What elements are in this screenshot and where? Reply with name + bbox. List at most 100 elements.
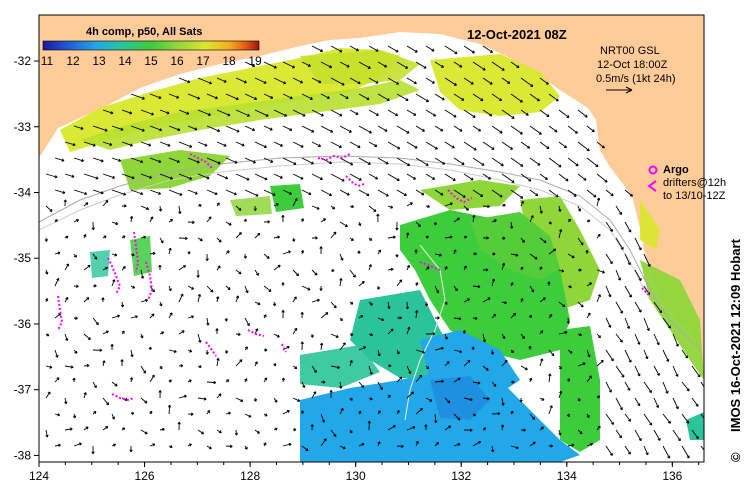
current-arrow (624, 349, 632, 363)
current-arrow (45, 365, 53, 369)
current-arrow-head (619, 435, 622, 439)
current-arrow (643, 381, 652, 393)
current-arrow (54, 278, 60, 287)
current-arrow-head (558, 229, 563, 232)
current-arrow-head (569, 350, 573, 354)
current-arrow-head (130, 354, 134, 358)
land-mass (39, 15, 704, 380)
current-arrow-head (637, 341, 641, 345)
current-arrow-head (302, 385, 306, 388)
current-arrow (292, 269, 299, 277)
current-arrow (187, 93, 200, 100)
current-arrow-head (590, 442, 594, 446)
current-arrow-head (179, 192, 183, 196)
current-arrow-head (286, 345, 290, 349)
current-arrow (510, 61, 520, 68)
current-arrow (206, 189, 218, 195)
current-arrow (453, 189, 466, 198)
current-arrow-head (169, 445, 173, 449)
current-arrow (254, 77, 267, 84)
current-arrow-head (390, 267, 394, 272)
current-arrow (453, 217, 460, 223)
current-arrow-head (441, 379, 444, 383)
current-arrow-head (86, 297, 90, 301)
current-arrow (653, 429, 661, 441)
current-arrow (197, 333, 201, 343)
current-arrow-head (704, 420, 706, 422)
current-arrow-head (339, 49, 343, 53)
current-arrow-head (235, 97, 239, 101)
current-arrow (292, 397, 300, 402)
current-arrow-head (504, 300, 507, 305)
current-arrow-head (453, 249, 457, 253)
current-arrow-head (236, 129, 240, 133)
current-arrow (273, 77, 286, 85)
current-arrow-head (387, 306, 391, 309)
drifter-track (345, 175, 365, 188)
current-arrow-head (536, 98, 540, 102)
current-arrow (187, 157, 200, 163)
current-arrow (349, 269, 356, 278)
current-arrow-head (110, 111, 114, 115)
current-arrow (339, 189, 350, 196)
current-arrow (444, 141, 455, 149)
current-arrow (206, 93, 218, 99)
current-arrow (520, 141, 530, 149)
current-arrow-head (457, 442, 461, 447)
current-arrow (330, 429, 337, 437)
current-arrow (254, 269, 259, 276)
current-arrow-head (489, 81, 493, 85)
current-arrow-head (329, 161, 333, 165)
current-arrow-head (493, 219, 497, 223)
current-arrow (577, 109, 588, 118)
current-arrow-head (638, 438, 642, 442)
current-arrow-head (72, 142, 76, 147)
current-arrow (558, 173, 569, 182)
current-arrow (102, 173, 115, 179)
current-arrow-head (322, 380, 326, 384)
current-arrow-head (467, 298, 471, 302)
current-arrow-head (216, 202, 220, 206)
current-arrow-head (143, 370, 146, 374)
current-arrow-head (122, 266, 126, 270)
current-arrow-head (554, 129, 558, 133)
current-arrow (54, 157, 65, 162)
current-arrow-head (361, 384, 365, 388)
y-tick-label: -38 (14, 448, 32, 462)
current-arrow (282, 157, 297, 165)
current-arrow-head (355, 111, 359, 115)
current-arrow (263, 125, 273, 131)
current-arrow (320, 189, 332, 196)
current-arrow-head (659, 310, 663, 314)
current-arrow (83, 141, 96, 147)
current-arrow-head (477, 381, 481, 385)
current-arrow-head (491, 278, 496, 282)
current-arrow-head (396, 351, 400, 355)
current-arrow-head (511, 115, 515, 119)
current-arrow (263, 285, 272, 292)
current-arrow (482, 77, 493, 85)
current-arrow (301, 189, 312, 195)
current-arrow-head (302, 113, 306, 117)
current-arrow (216, 237, 222, 243)
current-arrow-head (360, 314, 364, 318)
current-arrow (83, 333, 91, 340)
current-arrow-head (346, 192, 350, 196)
current-arrow (102, 426, 109, 431)
current-arrow-head (112, 175, 116, 179)
current-arrow (377, 93, 390, 101)
current-arrow-head (264, 377, 268, 381)
current-arrow-head (405, 306, 410, 310)
current-arrow-head (424, 303, 429, 307)
current-arrow (415, 61, 427, 69)
current-arrow-head (341, 178, 345, 182)
current-arrow-head (501, 262, 506, 266)
current-arrow (453, 285, 458, 292)
current-arrow-head (279, 175, 283, 179)
current-arrow (605, 285, 612, 298)
current-arrow-head (198, 364, 202, 369)
current-arrow-head (414, 49, 418, 53)
current-arrow-head (604, 179, 608, 183)
current-arrow (140, 397, 148, 404)
y-tick-label: -33 (14, 120, 32, 134)
